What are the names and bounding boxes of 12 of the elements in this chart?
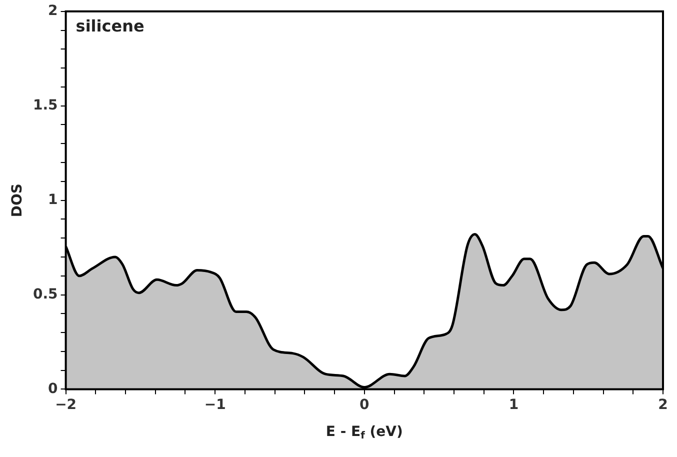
y-tick-label: 0 [48,380,58,397]
x-tick-label: 0 [360,397,370,414]
y-tick-label: 1.5 [32,97,58,114]
y-tick-label: 0.5 [32,286,58,302]
x-tick-label: 1 [508,397,519,414]
x-tick-label: −1 [204,397,226,414]
y-tick-label: 1 [48,192,58,208]
annotation: silicene [76,16,145,36]
y-axis-title: DOS [10,183,26,218]
x-tick-label: 2 [658,397,668,414]
x-tick-label: −2 [55,397,77,414]
y-tick-label: 2 [48,3,58,20]
